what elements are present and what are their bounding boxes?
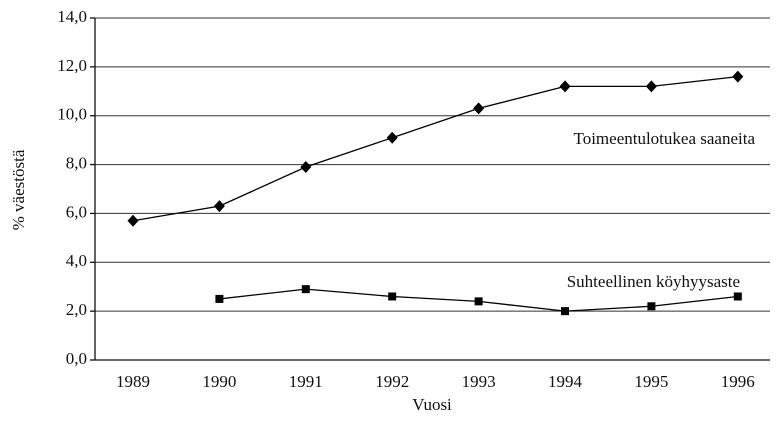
x-tick-label: 1994 bbox=[548, 372, 583, 391]
marker bbox=[645, 80, 657, 93]
x-tick-label: 1996 bbox=[721, 372, 755, 391]
marker bbox=[733, 292, 742, 301]
series-label: Suhteellinen köyhyysaste bbox=[567, 272, 740, 291]
marker bbox=[388, 292, 397, 301]
marker bbox=[215, 294, 224, 303]
x-tick-label: 1995 bbox=[634, 372, 668, 391]
marker bbox=[561, 307, 569, 316]
marker bbox=[473, 102, 485, 115]
x-tick-label: 1990 bbox=[202, 372, 236, 391]
marker bbox=[301, 285, 310, 294]
marker bbox=[559, 80, 571, 93]
y-tick-label: 4,0 bbox=[66, 251, 87, 270]
y-tick-label: 14,0 bbox=[57, 7, 87, 26]
series-line bbox=[132, 75, 738, 222]
marker bbox=[732, 70, 744, 83]
x-tick-label: 1989 bbox=[116, 372, 150, 391]
y-tick-label: 12,0 bbox=[57, 56, 87, 75]
x-tick-label: 1992 bbox=[375, 372, 409, 391]
y-axis-label: % väestöstä bbox=[9, 149, 28, 230]
x-axis-label: Vuosi bbox=[412, 395, 452, 414]
marker bbox=[213, 200, 225, 213]
marker bbox=[300, 161, 312, 174]
x-tick-label: 1991 bbox=[289, 372, 323, 391]
y-tick-label: 0,0 bbox=[66, 349, 87, 368]
y-tick-label: 10,0 bbox=[57, 105, 87, 124]
y-tick-label: 6,0 bbox=[66, 202, 87, 221]
x-tick-label: 1993 bbox=[462, 372, 496, 391]
y-tick-label: 8,0 bbox=[66, 153, 87, 172]
marker bbox=[127, 214, 139, 227]
marker bbox=[647, 302, 656, 311]
y-tick-label: 2,0 bbox=[66, 300, 87, 319]
marker bbox=[386, 131, 398, 144]
marker bbox=[474, 297, 483, 306]
series-label: Toimeentulotukea saaneita bbox=[574, 129, 756, 148]
